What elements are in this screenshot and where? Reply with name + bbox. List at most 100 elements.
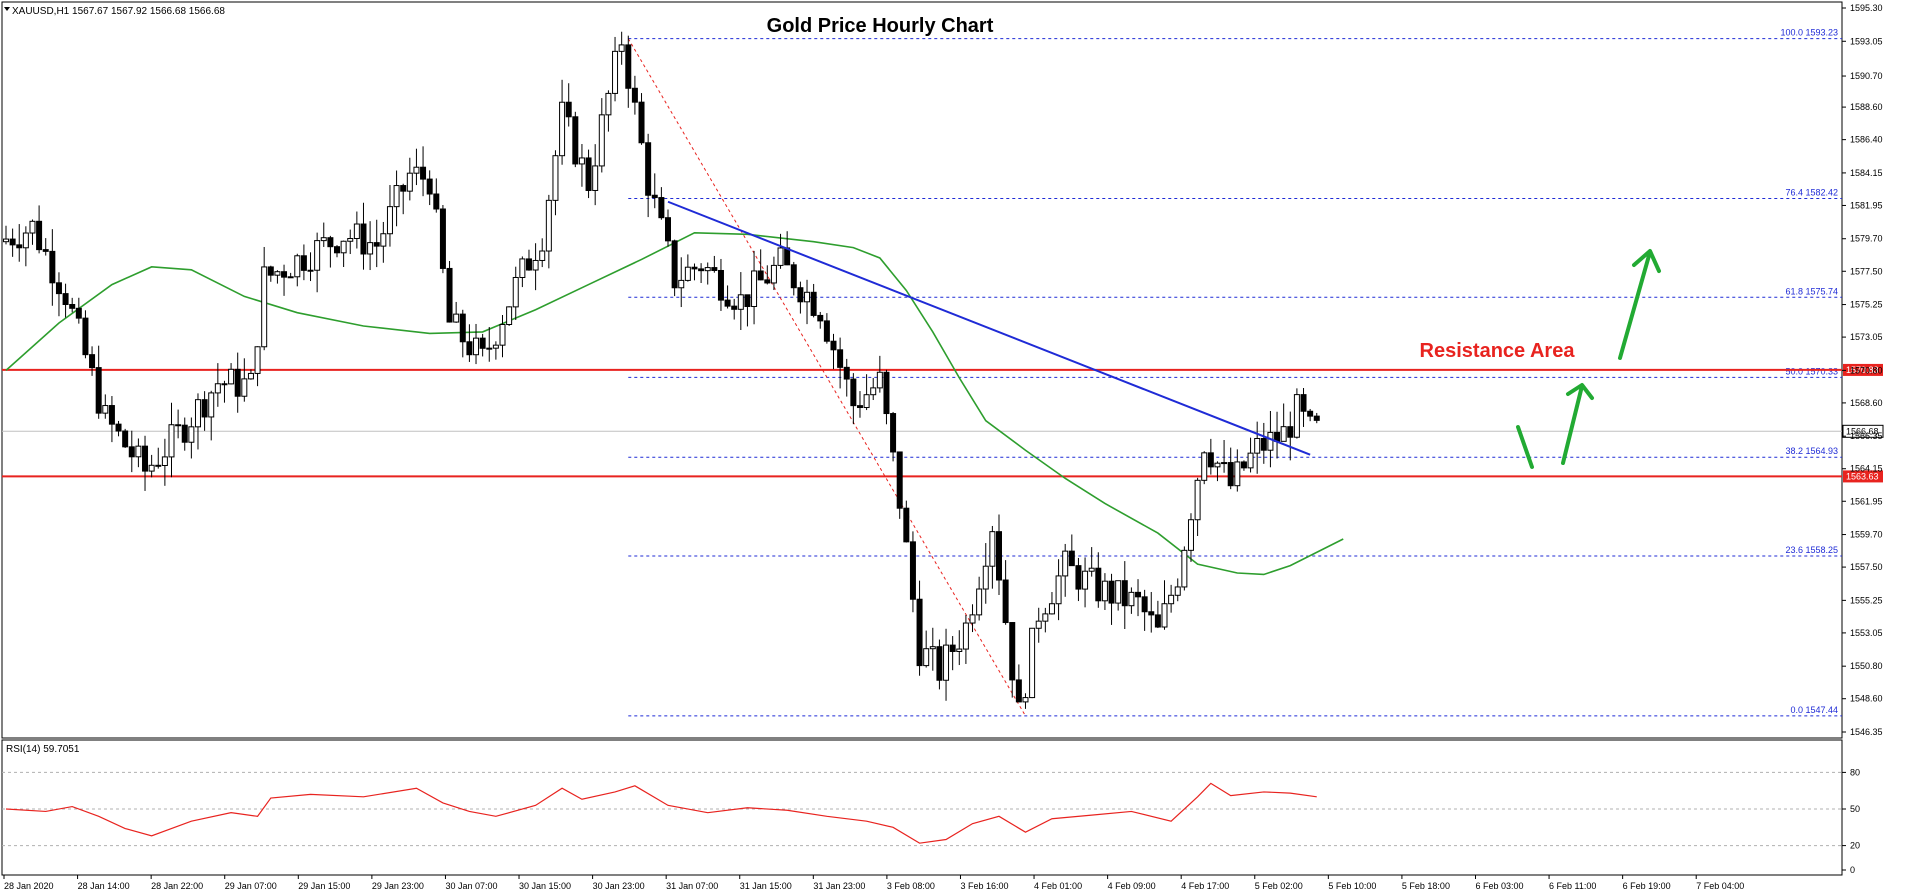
candle-body xyxy=(684,266,691,281)
price-tick-label: 1573.05 xyxy=(1850,332,1883,342)
candle-body xyxy=(267,266,274,276)
candle-body xyxy=(949,644,956,652)
candle-body xyxy=(698,268,705,272)
candle-body xyxy=(1101,580,1108,602)
price-tick-label: 1577.50 xyxy=(1850,266,1883,276)
candle-body xyxy=(433,193,440,210)
candle-body xyxy=(923,648,930,667)
candle-body xyxy=(830,340,837,351)
projection-down-stroke xyxy=(1516,425,1534,469)
rsi-tick-label: 0 xyxy=(1850,865,1855,875)
time-tick-label: 4 Feb 17:00 xyxy=(1181,881,1229,891)
candle-body xyxy=(400,185,407,192)
candle-body xyxy=(890,413,897,453)
candle-body xyxy=(128,446,135,458)
candle-body xyxy=(327,237,334,248)
candle-body xyxy=(168,424,175,458)
chart-title: Gold Price Hourly Chart xyxy=(767,15,994,37)
candle-body xyxy=(492,344,499,349)
candle-body xyxy=(1287,426,1294,438)
candle-body xyxy=(115,423,122,432)
candle-body xyxy=(1293,394,1300,438)
candle-body xyxy=(539,250,546,261)
candle-body xyxy=(737,294,744,310)
rsi-indicator xyxy=(2,771,1842,847)
candle-body xyxy=(307,269,314,272)
candle-body xyxy=(1029,627,1036,699)
candle-body xyxy=(373,242,380,247)
candle-body xyxy=(545,199,552,252)
candle-body xyxy=(572,116,579,165)
candle-body xyxy=(16,244,23,249)
candle-body xyxy=(29,220,36,234)
candle-body xyxy=(1141,596,1148,613)
candle-body xyxy=(175,424,182,427)
sr-price-label: 1563.63 xyxy=(1846,471,1879,481)
candle-body xyxy=(499,323,506,346)
rsi-line xyxy=(5,782,1317,844)
candle-body xyxy=(181,424,188,443)
candle-body xyxy=(62,293,69,305)
candle-body xyxy=(731,305,738,310)
candle-body xyxy=(247,372,254,380)
dropdown-triangle-icon[interactable] xyxy=(4,7,10,11)
candle-body xyxy=(777,247,784,266)
candle-body xyxy=(287,276,294,279)
candle-body xyxy=(122,430,129,448)
candle-body xyxy=(870,387,877,396)
candle-body xyxy=(810,291,817,316)
candle-body xyxy=(1015,679,1022,703)
candle-body xyxy=(943,644,950,681)
candle-body xyxy=(823,320,830,342)
candle-body xyxy=(837,349,844,368)
candle-body xyxy=(996,531,1002,581)
time-tick-label: 29 Jan 07:00 xyxy=(225,881,277,891)
candle-body xyxy=(744,294,751,308)
candle-body xyxy=(512,276,519,308)
candle-body xyxy=(473,337,480,356)
candle-body xyxy=(658,197,665,219)
candle-body xyxy=(201,399,208,418)
candle-body xyxy=(1260,438,1267,451)
price-tick-label: 1588.60 xyxy=(1850,102,1883,112)
candle-body xyxy=(148,464,155,472)
candle-body xyxy=(506,306,513,325)
candle-body xyxy=(1313,415,1320,421)
time-tick-label: 7 Feb 04:00 xyxy=(1696,881,1744,891)
time-tick-label: 3 Feb 16:00 xyxy=(960,881,1008,891)
candle-body xyxy=(1221,462,1228,465)
candle-body xyxy=(843,366,850,380)
time-tick-label: 4 Feb 01:00 xyxy=(1034,881,1082,891)
time-tick-label: 29 Jan 15:00 xyxy=(298,881,350,891)
candle-body xyxy=(612,50,619,94)
candle-body xyxy=(1227,462,1234,487)
price-tick-label: 1570.80 xyxy=(1850,365,1883,375)
price-tick-label: 1575.25 xyxy=(1850,300,1883,310)
candle-body xyxy=(1068,550,1075,567)
arrowhead-icon xyxy=(1632,249,1661,273)
candle-body xyxy=(565,101,572,118)
candle-body xyxy=(49,250,56,284)
time-tick-label: 28 Jan 22:00 xyxy=(151,881,203,891)
time-tick-label: 6 Feb 19:00 xyxy=(1623,881,1671,891)
price-axis: 1595.30 1593.05 1590.70 1588.60 1586.40 1584.… xyxy=(1842,3,1883,875)
candle-body xyxy=(1108,580,1115,604)
candle-body xyxy=(764,279,771,284)
candle-body xyxy=(22,232,29,249)
candle-body xyxy=(459,313,466,343)
trend-line xyxy=(667,200,1311,456)
candle-body xyxy=(525,258,532,271)
rsi-tick-label: 80 xyxy=(1850,767,1860,777)
price-tick-label: 1546.35 xyxy=(1850,727,1883,737)
candle-body xyxy=(135,445,142,458)
candle-body xyxy=(214,383,221,394)
candle-body xyxy=(208,392,215,418)
candle-body xyxy=(42,249,49,252)
time-tick-label: 28 Jan 2020 xyxy=(4,881,54,891)
candle-body xyxy=(413,166,420,174)
candle-body xyxy=(1035,620,1042,629)
candle-body xyxy=(638,101,645,144)
descending-trend-line xyxy=(667,200,1311,456)
candle-body xyxy=(1168,594,1175,605)
fib-level-label: 100.0 1593.23 xyxy=(1780,28,1838,38)
